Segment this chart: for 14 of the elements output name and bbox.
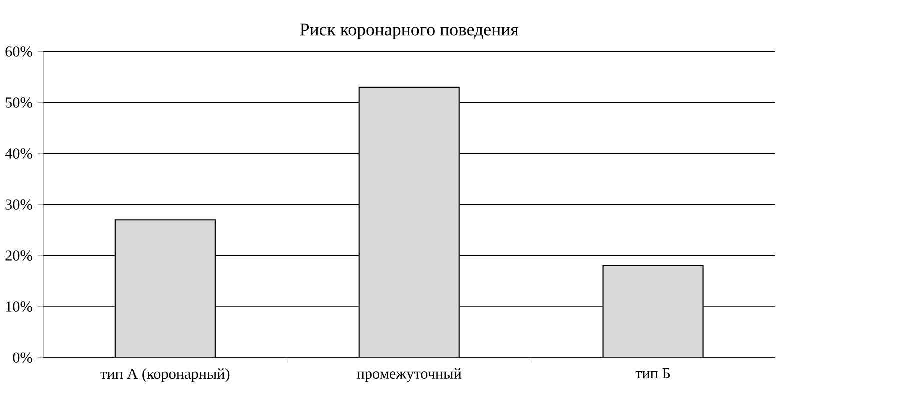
y-tick-label: 60% xyxy=(6,46,32,57)
y-tick-label: 0% xyxy=(13,352,32,364)
x-tick-label: промежуточный xyxy=(357,368,462,382)
y-tick-label: 40% xyxy=(5,148,32,160)
y-tick-label: 30% xyxy=(6,200,32,210)
bar xyxy=(114,220,216,358)
y-tick-label: 10% xyxy=(6,302,32,312)
x-tick-label: тип А (коронарный) xyxy=(100,368,230,382)
chart-title: Риск коронарного поведения xyxy=(300,24,519,40)
y-tick-label: 20% xyxy=(6,250,32,262)
bar xyxy=(602,266,704,358)
y-tick-label: 50% xyxy=(6,98,32,108)
x-tick-label: тип Б xyxy=(636,368,670,378)
bar xyxy=(358,87,460,358)
